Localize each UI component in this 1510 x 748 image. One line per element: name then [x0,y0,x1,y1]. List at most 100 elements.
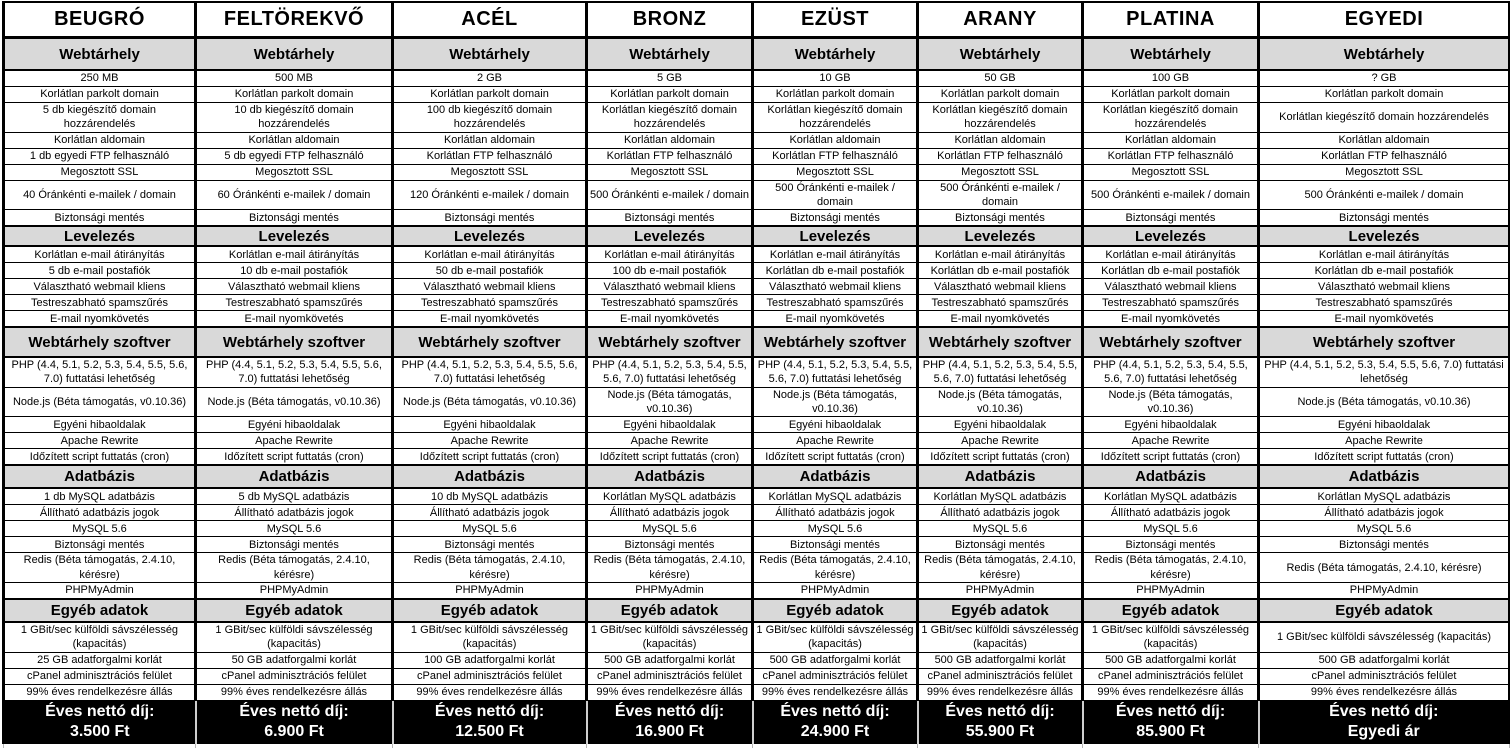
feature-uptime: 99% éves rendelkezésre állás [194,683,394,701]
feature-php: PHP (4.4, 5.1, 5.2, 5.3, 5.4, 5.5, 5.6, … [585,356,754,388]
feature-db-rights: Állítható adatbázis jogok [1081,504,1260,522]
feature-traffic: 500 GB adatforgalmi korlát [585,651,754,669]
feature-ftp: Korlátlan FTP felhasználó [916,147,1084,165]
feature-mailbox: 50 db e-mail postafiók [391,262,588,280]
feature-hourly-email: 120 Óránkénti e-mailek / domain [391,179,588,211]
feature-mailbox: 5 db e-mail postafiók [2,262,197,280]
feature-row: 5 db kiegészítő domain hozzárendelés 10 d… [2,102,1510,133]
feature-redis: Redis (Béta támogatás, 2.4.10, kérésre) [2,552,197,583]
feature-traffic: 50 GB adatforgalmi korlát [194,651,394,669]
feature-db-rights: Állítható adatbázis jogok [2,504,197,522]
section-header: Egyéb adatok [391,597,588,623]
feature-redis: Redis (Béta támogatás, 2.4.10, kérésre) [916,552,1084,583]
feature-backup-db: Biztonsági mentés [194,536,394,554]
feature-error-pages: Egyéni hibaoldalak [391,416,588,434]
feature-mysql-db: Korlátlan MySQL adatbázis [1257,487,1510,506]
feature-parked-domain: Korlátlan parkolt domain [1257,86,1510,103]
feature-subdomain: Korlátlan aldomain [916,131,1084,149]
section-header: Webtárhely [1257,36,1510,71]
section-header: Levelezés [194,225,394,248]
annual-price-label: Éves nettó díj: [45,703,155,721]
feature-cron: Időzített script futtatás (cron) [751,448,919,466]
feature-backup-db: Biztonsági mentés [916,536,1084,554]
bottom-strip-row [3,743,1510,748]
plan-name: EGYEDI [1257,1,1510,39]
annual-price-cell: Éves nettó díj: 55.900 Ft [916,699,1084,744]
feature-mysql-db: Korlátlan MySQL adatbázis [916,487,1084,506]
feature-nodejs: Node.js (Béta támogatás, v0.10.36) [2,386,197,418]
feature-cron: Időzített script futtatás (cron) [2,448,197,466]
feature-nodejs: Node.js (Béta támogatás, v0.10.36) [194,386,394,418]
feature-traffic: 500 GB adatforgalmi korlát [1257,651,1510,669]
section-row: Egyéb adatok Egyéb adatok Egyéb adatok Egyé… [2,597,1510,623]
feature-uptime: 99% éves rendelkezésre állás [391,683,588,701]
feature-backup-web: Biztonsági mentés [391,209,588,227]
feature-traffic: 500 GB adatforgalmi korlát [751,651,919,669]
gridline-strip [1082,743,1259,748]
feature-row: Korlátlan aldomain Korlátlan aldomain Korl… [2,131,1510,149]
feature-error-pages: Egyéni hibaoldalak [1257,416,1510,434]
feature-mysql-db: 10 db MySQL adatbázis [391,487,588,506]
feature-mailbox: Korlátlan db e-mail postafiók [916,262,1084,280]
annual-price-label: Éves nettó díj: [239,703,349,721]
feature-error-pages: Egyéni hibaoldalak [916,416,1084,434]
feature-ssl: Megosztott SSL [916,163,1084,181]
feature-ftp: 1 db egyedi FTP felhasználó [2,147,197,165]
feature-mailbox: Korlátlan db e-mail postafiók [751,262,919,280]
annual-price-cell: Éves nettó díj: 85.900 Ft [1081,699,1260,744]
feature-apache-rewrite: Apache Rewrite [585,432,754,450]
feature-parked-domain: Korlátlan parkolt domain [1081,86,1260,103]
feature-bandwidth: 1 GBit/sec külföldi sávszélesség (kapaci… [2,621,197,653]
feature-ftp: Korlátlan FTP felhasználó [751,147,919,165]
feature-ftp: Korlátlan FTP felhasználó [1257,147,1510,165]
feature-parked-domain: Korlátlan parkolt domain [585,86,754,103]
feature-webmail: Választható webmail kliens [585,278,754,296]
feature-ftp: Korlátlan FTP felhasználó [391,147,588,165]
feature-php: PHP (4.4, 5.1, 5.2, 5.3, 5.4, 5.5, 5.6, … [391,356,588,388]
feature-spam: Testreszabható spamszűrés [194,294,394,312]
section-header: Egyéb adatok [916,597,1084,623]
feature-mysql-version: MySQL 5.6 [751,520,919,538]
feature-row: Időzített script futtatás (cron) Időzítet… [2,448,1510,466]
feature-email-forward: Korlátlan e-mail átirányítás [2,245,197,264]
feature-storage: 250 MB [2,69,197,87]
feature-mysql-db: Korlátlan MySQL adatbázis [751,487,919,506]
feature-parked-domain: Korlátlan parkolt domain [916,86,1084,103]
feature-addon-domain: Korlátlan kiegészítő domain hozzárendelé… [1081,102,1260,133]
feature-ssl: Megosztott SSL [1257,163,1510,181]
feature-addon-domain: Korlátlan kiegészítő domain hozzárendelé… [585,102,754,133]
feature-phpmyadmin: PHPMyAdmin [2,581,197,600]
gridline-strip [917,743,1083,748]
feature-apache-rewrite: Apache Rewrite [1257,432,1510,450]
section-row: Adatbázis Adatbázis Adatbázis Adatbázis Adat… [2,464,1510,490]
feature-email-forward: Korlátlan e-mail átirányítás [916,245,1084,264]
feature-row: E-mail nyomkövetés E-mail nyomkövetés E-ma… [2,310,1510,328]
feature-addon-domain: Korlátlan kiegészítő domain hozzárendelé… [916,102,1084,133]
section-header: Webtárhely [194,36,394,71]
section-header: Webtárhely szoftver [916,326,1084,359]
annual-price-label: Éves nettó díj: [1115,703,1226,721]
feature-apache-rewrite: Apache Rewrite [1081,432,1260,450]
feature-webmail: Választható webmail kliens [916,278,1084,296]
feature-addon-domain: Korlátlan kiegészítő domain hozzárendelé… [751,102,919,133]
feature-uptime: 99% éves rendelkezésre állás [751,683,919,701]
feature-redis: Redis (Béta támogatás, 2.4.10, kérésre) [1257,552,1510,583]
feature-ssl: Megosztott SSL [2,163,197,181]
feature-cron: Időzített script futtatás (cron) [585,448,754,466]
plan-name: FELTÖREKVŐ [194,1,394,39]
feature-backup-web: Biztonsági mentés [916,209,1084,227]
feature-apache-rewrite: Apache Rewrite [916,432,1084,450]
feature-error-pages: Egyéni hibaoldalak [194,416,394,434]
feature-parked-domain: Korlátlan parkolt domain [391,86,588,103]
feature-email-forward: Korlátlan e-mail átirányítás [1081,245,1260,264]
annual-price-value: 16.900 Ft [635,723,704,741]
section-header: Levelezés [1257,225,1510,248]
annual-price-value: 55.900 Ft [965,723,1035,741]
feature-php: PHP (4.4, 5.1, 5.2, 5.3, 5.4, 5.5, 5.6, … [2,356,197,388]
feature-hourly-email: 500 Óránkénti e-mailek / domain [751,179,919,211]
annual-price-label: Éves nettó díj: [945,703,1055,721]
section-header: Levelezés [2,225,197,248]
feature-hourly-email: 60 Óránkénti e-mailek / domain [194,179,394,211]
section-row: Webtárhely Webtárhely Webtárhely Webtárhely… [2,36,1510,71]
